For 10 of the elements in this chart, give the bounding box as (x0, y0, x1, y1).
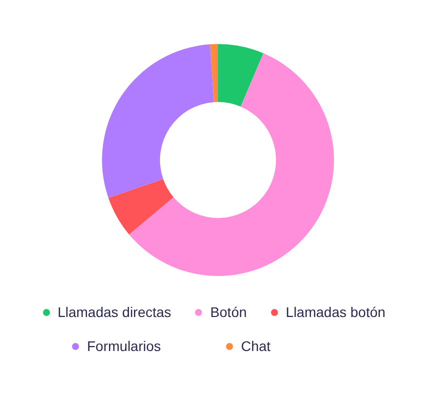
donut-slice (218, 44, 264, 107)
legend-label: Chat (241, 338, 271, 354)
legend-label: Formularios (87, 338, 161, 354)
legend-label: Llamadas directas (58, 304, 172, 320)
donut-slice (102, 44, 214, 198)
donut-slice (210, 44, 218, 102)
donut-slice (108, 178, 174, 234)
donut-slice (129, 53, 334, 276)
legend-label: Llamadas botón (286, 304, 386, 320)
legend-label: Botón (210, 304, 247, 320)
